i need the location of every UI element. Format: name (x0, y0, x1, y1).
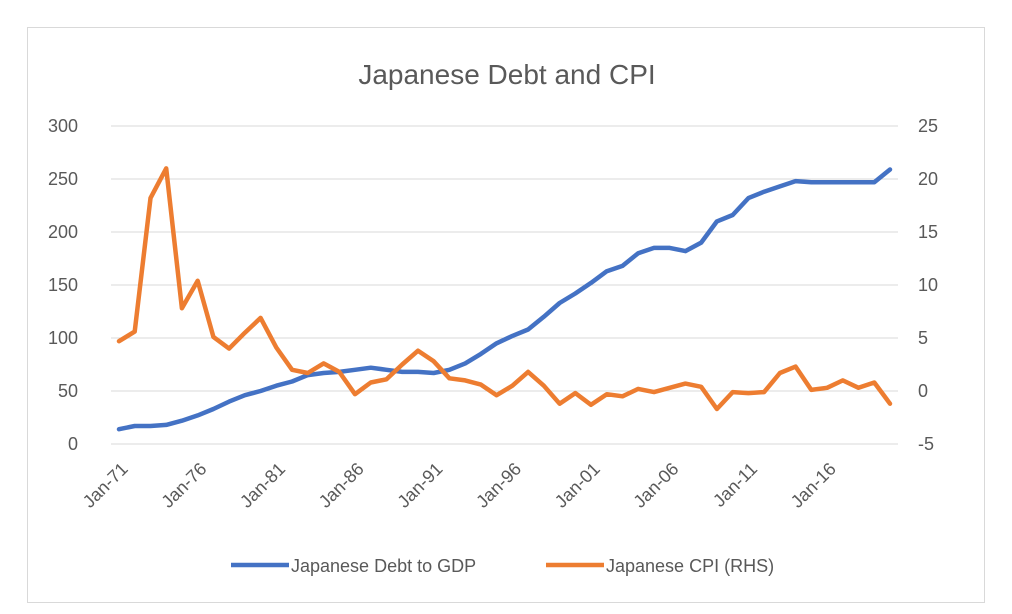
debt-series-line (116, 167, 893, 432)
legend-item-debt: Japanese Debt to GDP (231, 556, 476, 576)
y-right-tick-label: 25 (918, 116, 938, 136)
y-left-tick-label: 100 (48, 328, 78, 348)
chart-svg: Japanese Debt and CPI 050100150200250300… (48, 59, 938, 576)
legend-label: Japanese CPI (RHS) (606, 556, 774, 576)
y-right-tick-label: 15 (918, 222, 938, 242)
y-right-tick-label: 10 (918, 275, 938, 295)
x-tick-label: Jan-76 (157, 459, 210, 512)
series-lines (116, 166, 893, 432)
x-tick-label: Jan-81 (236, 459, 289, 512)
legend: Japanese Debt to GDP Japanese CPI (RHS) (231, 556, 774, 576)
y-right-tick-label: 20 (918, 169, 938, 189)
y-left-tick-label: 300 (48, 116, 78, 136)
y-left-tick-label: 200 (48, 222, 78, 242)
x-tick-label: Jan-11 (709, 459, 761, 511)
legend-label: Japanese Debt to GDP (291, 556, 476, 576)
gridlines (111, 125, 898, 445)
x-tick-label: Jan-91 (393, 459, 446, 512)
y-left-tick-label: 0 (68, 434, 78, 454)
right-axis: -5 0 5 10 15 20 25 (918, 116, 938, 454)
x-tick-label: Jan-86 (315, 459, 368, 512)
y-right-tick-label: 5 (918, 328, 928, 348)
legend-item-cpi: Japanese CPI (RHS) (546, 556, 774, 576)
y-left-tick-label: 150 (48, 275, 78, 295)
y-left-tick-label: 250 (48, 169, 78, 189)
x-tick-label: Jan-06 (629, 459, 682, 512)
x-tick-label: Jan-71 (79, 459, 132, 512)
y-left-tick-label: 50 (58, 381, 78, 401)
x-axis: Jan-71 Jan-76 Jan-81 Jan-86 Jan-91 Jan-96 Jan-… (79, 459, 840, 512)
x-tick-label: Jan-96 (472, 459, 525, 512)
chart-frame: Japanese Debt and CPI 0 50 100 150 200 250 300… (27, 27, 985, 603)
chart-title: Japanese Debt and CPI (358, 59, 655, 90)
x-tick-label: Jan-01 (551, 459, 604, 512)
y-right-tick-label: 0 (918, 381, 928, 401)
x-tick-label: Jan-16 (787, 459, 840, 512)
cpi-series-line (116, 166, 893, 412)
left-axis: 0 50 100 150 200 250 300 (48, 116, 78, 454)
y-right-tick-label: -5 (918, 434, 934, 454)
